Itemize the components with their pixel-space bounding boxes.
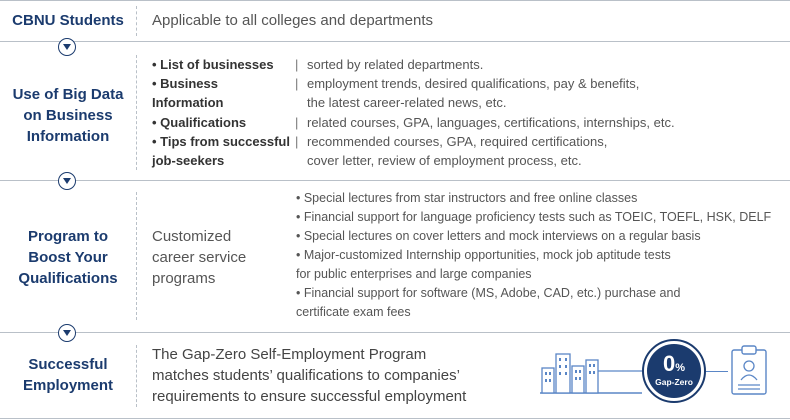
divider-2 [0, 180, 790, 181]
bigdata-value: employment trends, desired qualification… [307, 76, 640, 110]
bigdata-key: • Business Information [152, 76, 224, 110]
divider-3 [0, 332, 790, 333]
bigdata-value: related courses, GPA, languages, certifi… [307, 115, 675, 130]
divider-1 [0, 41, 790, 42]
bigdata-value: sorted by related departments. [307, 57, 484, 72]
bigdata-separator: | [295, 134, 299, 149]
column-divider [136, 6, 137, 36]
divider-bottom [0, 418, 790, 419]
city-buildings-icon [540, 353, 642, 394]
gap-zero-badge: 0% Gap-Zero [642, 339, 706, 403]
program-item: • Special lectures on cover letters and … [296, 229, 701, 243]
column-divider [136, 55, 137, 170]
bigdata-item: • Business Information | employment tren… [152, 74, 782, 112]
column-divider [136, 345, 137, 407]
bigdata-item: • Qualifications | related courses, GPA,… [152, 113, 782, 132]
divider-top [0, 0, 790, 1]
bigdata-key: • Tips from successful job-seekers [152, 134, 290, 168]
bigdata-separator: | [295, 115, 299, 130]
resume-clipboard-icon [731, 345, 767, 395]
badge-number: 0 [662, 351, 676, 376]
program-title: Customized career service programs [152, 228, 247, 287]
program-item: • Financial support for language profici… [296, 210, 772, 224]
connector-line [706, 371, 728, 372]
bigdata-separator: | [295, 57, 299, 72]
row-text-applicable: Applicable to all colleges and departmen… [152, 12, 434, 29]
row-label-successful-employment: Successful Employment [22, 356, 113, 394]
chevron-down-icon [58, 172, 76, 190]
bigdata-item: • Tips from successful job-seekers | rec… [152, 132, 782, 170]
program-item: • Major-customized Internship opportunit… [296, 248, 671, 281]
bigdata-value: recommended courses, GPA, required certi… [307, 134, 608, 168]
program-item: • Financial support for software (MS, Ad… [296, 286, 681, 319]
badge-percent: % [675, 362, 686, 374]
bigdata-item: • List of businesses | sorted by related… [152, 55, 782, 74]
chevron-down-icon [58, 324, 76, 342]
column-divider [136, 192, 137, 320]
bigdata-key: • Qualifications [152, 115, 247, 130]
program-item: • Special lectures from star instructors… [296, 191, 638, 205]
bigdata-key: • List of businesses [152, 57, 274, 72]
row-label-big-data: Use of Big Data on Business Information [12, 85, 124, 145]
bigdata-separator: | [295, 76, 299, 91]
row-label-boost-qualifications: Program to Boost Your Qualifications [18, 228, 118, 287]
chevron-down-icon [58, 38, 76, 56]
gap-zero-description: The Gap-Zero Self-Employment Program mat… [152, 346, 467, 405]
row-label-cbnu-students: CBNU Students [12, 12, 124, 29]
badge-label: Gap-Zero [655, 377, 693, 387]
